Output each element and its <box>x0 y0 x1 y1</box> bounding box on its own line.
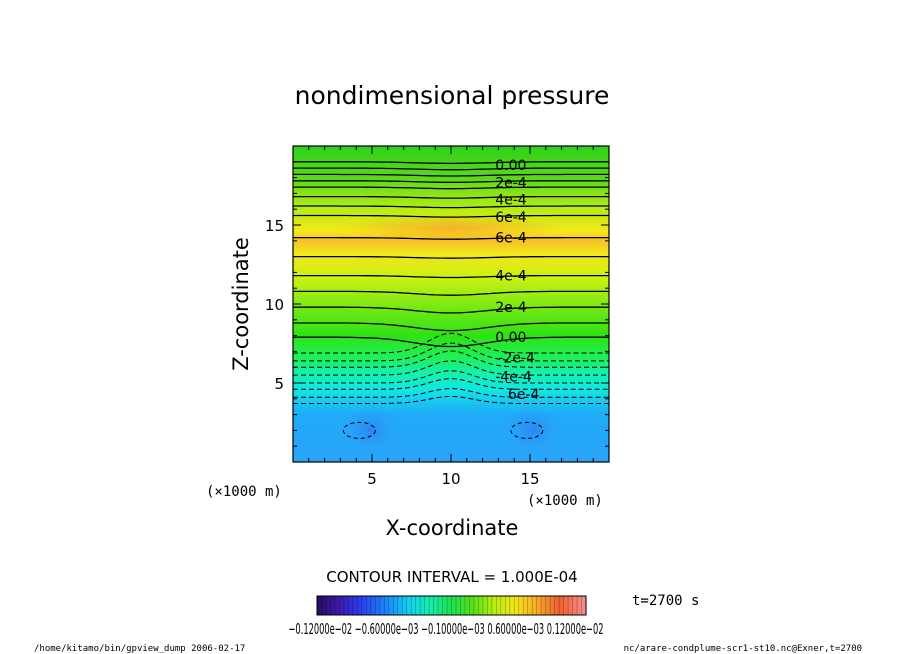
x-tick-label: 15 <box>520 470 539 488</box>
contour-dashed <box>293 342 609 362</box>
contour-label: 6e-4 <box>495 231 527 247</box>
contour-label: 4e-4 <box>495 269 527 285</box>
contour-solid <box>293 255 609 259</box>
low-pressure-blob-right <box>503 404 563 456</box>
contour-solid <box>293 214 609 218</box>
colorbar-labels: −0.12000e−02 −0.60000e−03 −0.10000e−03 0… <box>289 620 604 638</box>
contour-solid <box>293 186 609 190</box>
contour-label: 4e-4 <box>495 193 527 209</box>
contour-solid <box>293 195 609 199</box>
contour-label: 0.00 <box>495 330 526 346</box>
x-tick-label: 10 <box>441 470 460 488</box>
contour-solid <box>293 336 609 348</box>
contour-solid <box>293 322 609 332</box>
y-tick-label: 5 <box>274 375 284 393</box>
contour-solid <box>293 306 609 314</box>
axis-ticks <box>293 146 609 462</box>
contour-cell <box>342 421 376 439</box>
y-axis-label: Z-coordinate <box>229 237 253 371</box>
contour-label: 2e-4 <box>495 175 527 191</box>
contour-solid <box>293 290 609 296</box>
colorbar-gradient <box>316 595 587 616</box>
y-tick-labels: 5 10 15 <box>265 217 284 393</box>
footer-right: nc/arare-condplume-scr1-st10.nc@Exner,t=… <box>624 644 862 654</box>
contour-label: 6e-4 <box>508 387 540 403</box>
chart-title: nondimensional pressure <box>295 81 610 110</box>
contour-dashed <box>293 350 609 368</box>
contour-solid <box>293 274 609 279</box>
contour-label: 6e-4 <box>495 210 527 226</box>
contour-dashed <box>293 378 609 390</box>
contour-interval: CONTOUR INTERVAL = 1.000E-04 <box>326 568 577 586</box>
contour-lines <box>293 161 609 439</box>
time-label: t=2700 s <box>632 593 699 609</box>
x-tick-label: 5 <box>367 470 377 488</box>
contour-dashed <box>293 387 609 398</box>
colorbar: −0.12000e−02 −0.60000e−03 −0.10000e−03 0… <box>289 595 604 638</box>
contour-solid <box>293 236 609 240</box>
footer-left: /home/kitamo/bin/gpview_dump 2006-02-17 <box>34 644 245 654</box>
y-unit-label: (×1000 m) <box>206 484 282 500</box>
contour-cell <box>510 421 544 439</box>
contour-label: 2e-4 <box>495 300 527 316</box>
contour-label: 0.00 <box>495 158 526 174</box>
contour-label: -2e-4 <box>498 351 535 367</box>
y-tick-label: 10 <box>265 296 284 314</box>
y-tick-label: 15 <box>265 217 284 235</box>
x-unit-label: (×1000 m) <box>527 493 603 509</box>
contour-solid <box>293 167 609 171</box>
contour-solid <box>293 173 609 177</box>
contour-dashed <box>293 370 609 384</box>
contour-solid <box>293 205 609 209</box>
contour-dashed <box>293 332 609 354</box>
plot-area <box>293 146 609 462</box>
x-tick-labels: 5 10 15 <box>367 470 539 488</box>
contour-labels: 0.002e-44e-46e-46e-44e-42e-40.00-2e-4-4e… <box>495 158 540 403</box>
contour-dashed <box>293 360 609 376</box>
contour-solid <box>293 180 609 183</box>
x-axis-label: X-coordinate <box>386 516 519 540</box>
pressure-field <box>293 146 609 462</box>
contour-dashed <box>293 395 609 404</box>
colorbar-ticks <box>321 596 582 615</box>
contour-solid <box>293 161 609 165</box>
low-pressure-blob-left <box>340 404 400 456</box>
warm-anomaly <box>341 214 561 242</box>
contour-label: -4e-4 <box>495 370 532 386</box>
